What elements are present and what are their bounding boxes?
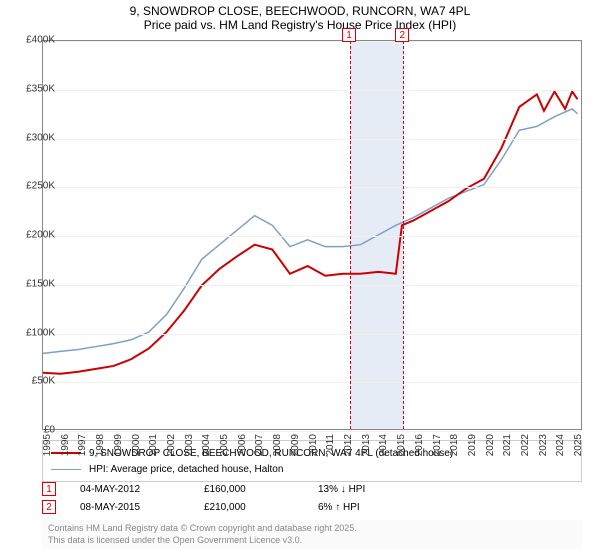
x-axis-label: 2011	[325, 434, 336, 456]
chart-svg	[43, 41, 581, 429]
sale-event-date: 08-MAY-2015	[80, 502, 180, 513]
x-axis-label: 1997	[77, 434, 88, 456]
footer-line: Contains HM Land Registry data © Crown c…	[48, 523, 576, 535]
chart-series-hpi	[43, 109, 577, 353]
x-axis-label: 2008	[272, 434, 283, 456]
x-axis-label: 2009	[290, 434, 301, 456]
x-axis-label: 2001	[148, 434, 159, 456]
x-axis-label: 2015	[396, 434, 407, 456]
x-axis-label: 2010	[308, 434, 319, 456]
gridline	[43, 431, 581, 432]
x-axis-label: 2004	[201, 434, 212, 456]
sale-marker-line	[403, 41, 404, 429]
y-axis-label: £100K	[7, 327, 55, 338]
sale-events-table: 1 04-MAY-2012 £160,000 13% ↓ HPI 2 08-MAY-201…	[42, 480, 398, 516]
gridline	[43, 236, 581, 237]
y-axis-label: £200K	[7, 230, 55, 241]
footer-attribution: Contains HM Land Registry data © Crown c…	[42, 520, 582, 549]
gridline	[43, 187, 581, 188]
sale-marker-line	[350, 41, 351, 429]
x-axis-label: 1998	[95, 434, 106, 456]
x-axis-label: 2020	[485, 434, 496, 456]
chart-series-price_paid	[43, 91, 577, 373]
sale-event-price: £160,000	[204, 484, 294, 495]
y-axis-label: £400K	[7, 35, 55, 46]
y-axis-label: £300K	[7, 132, 55, 143]
footer-line: This data is licensed under the Open Gov…	[48, 535, 576, 547]
x-axis-label: 2007	[254, 434, 265, 456]
x-axis-label: 2012	[343, 434, 354, 456]
x-axis-label: 2018	[449, 434, 460, 456]
x-axis-label: 2019	[467, 434, 478, 456]
x-axis-label: 2016	[414, 434, 425, 456]
legend-swatch	[51, 469, 81, 470]
gridline	[43, 139, 581, 140]
x-axis-label: 2017	[432, 434, 443, 456]
gridline	[43, 382, 581, 383]
x-axis-label: 2025	[573, 434, 584, 456]
y-axis-label: £150K	[7, 278, 55, 289]
sale-event-pct: 13% ↓ HPI	[318, 484, 398, 495]
sale-event-row: 1 04-MAY-2012 £160,000 13% ↓ HPI	[42, 480, 398, 498]
legend-label: HPI: Average price, detached house, Halt…	[89, 464, 283, 475]
x-axis-label: 2002	[166, 434, 177, 456]
sale-event-price: £210,000	[204, 502, 294, 513]
sale-event-row: 2 08-MAY-2015 £210,000 6% ↑ HPI	[42, 498, 398, 516]
sale-marker-badge: 1	[342, 28, 356, 42]
x-axis-label: 1999	[113, 434, 124, 456]
x-axis-label: 1995	[42, 434, 53, 456]
y-axis-label: £250K	[7, 181, 55, 192]
chart-title-address: 9, SNOWDROP CLOSE, BEECHWOOD, RUNCORN, W…	[0, 4, 600, 18]
x-axis-label: 2000	[131, 434, 142, 456]
gridline	[43, 90, 581, 91]
chart-title-subtitle: Price paid vs. HM Land Registry's House …	[0, 18, 600, 32]
chart-plot-area	[42, 40, 582, 430]
x-axis-label: 2022	[520, 434, 531, 456]
sale-event-pct: 6% ↑ HPI	[318, 502, 398, 513]
y-axis-label: £50K	[7, 376, 55, 387]
sale-event-date: 04-MAY-2012	[80, 484, 180, 495]
x-axis-label: 2024	[555, 434, 566, 456]
x-axis-label: 2014	[378, 434, 389, 456]
gridline	[43, 285, 581, 286]
gridline	[43, 41, 581, 42]
x-axis-label: 2003	[184, 434, 195, 456]
sale-event-badge: 2	[42, 500, 56, 514]
gridline	[43, 334, 581, 335]
x-axis-label: 2006	[237, 434, 248, 456]
y-axis-label: £350K	[7, 83, 55, 94]
x-axis-label: 1996	[60, 434, 71, 456]
x-axis-label: 2023	[538, 434, 549, 456]
legend-row: HPI: Average price, detached house, Halt…	[51, 461, 573, 477]
x-axis-label: 2013	[361, 434, 372, 456]
sale-event-badge: 1	[42, 482, 56, 496]
x-axis-label: 2005	[219, 434, 230, 456]
x-axis-label: 2021	[502, 434, 513, 456]
sale-marker-badge: 2	[395, 28, 409, 42]
